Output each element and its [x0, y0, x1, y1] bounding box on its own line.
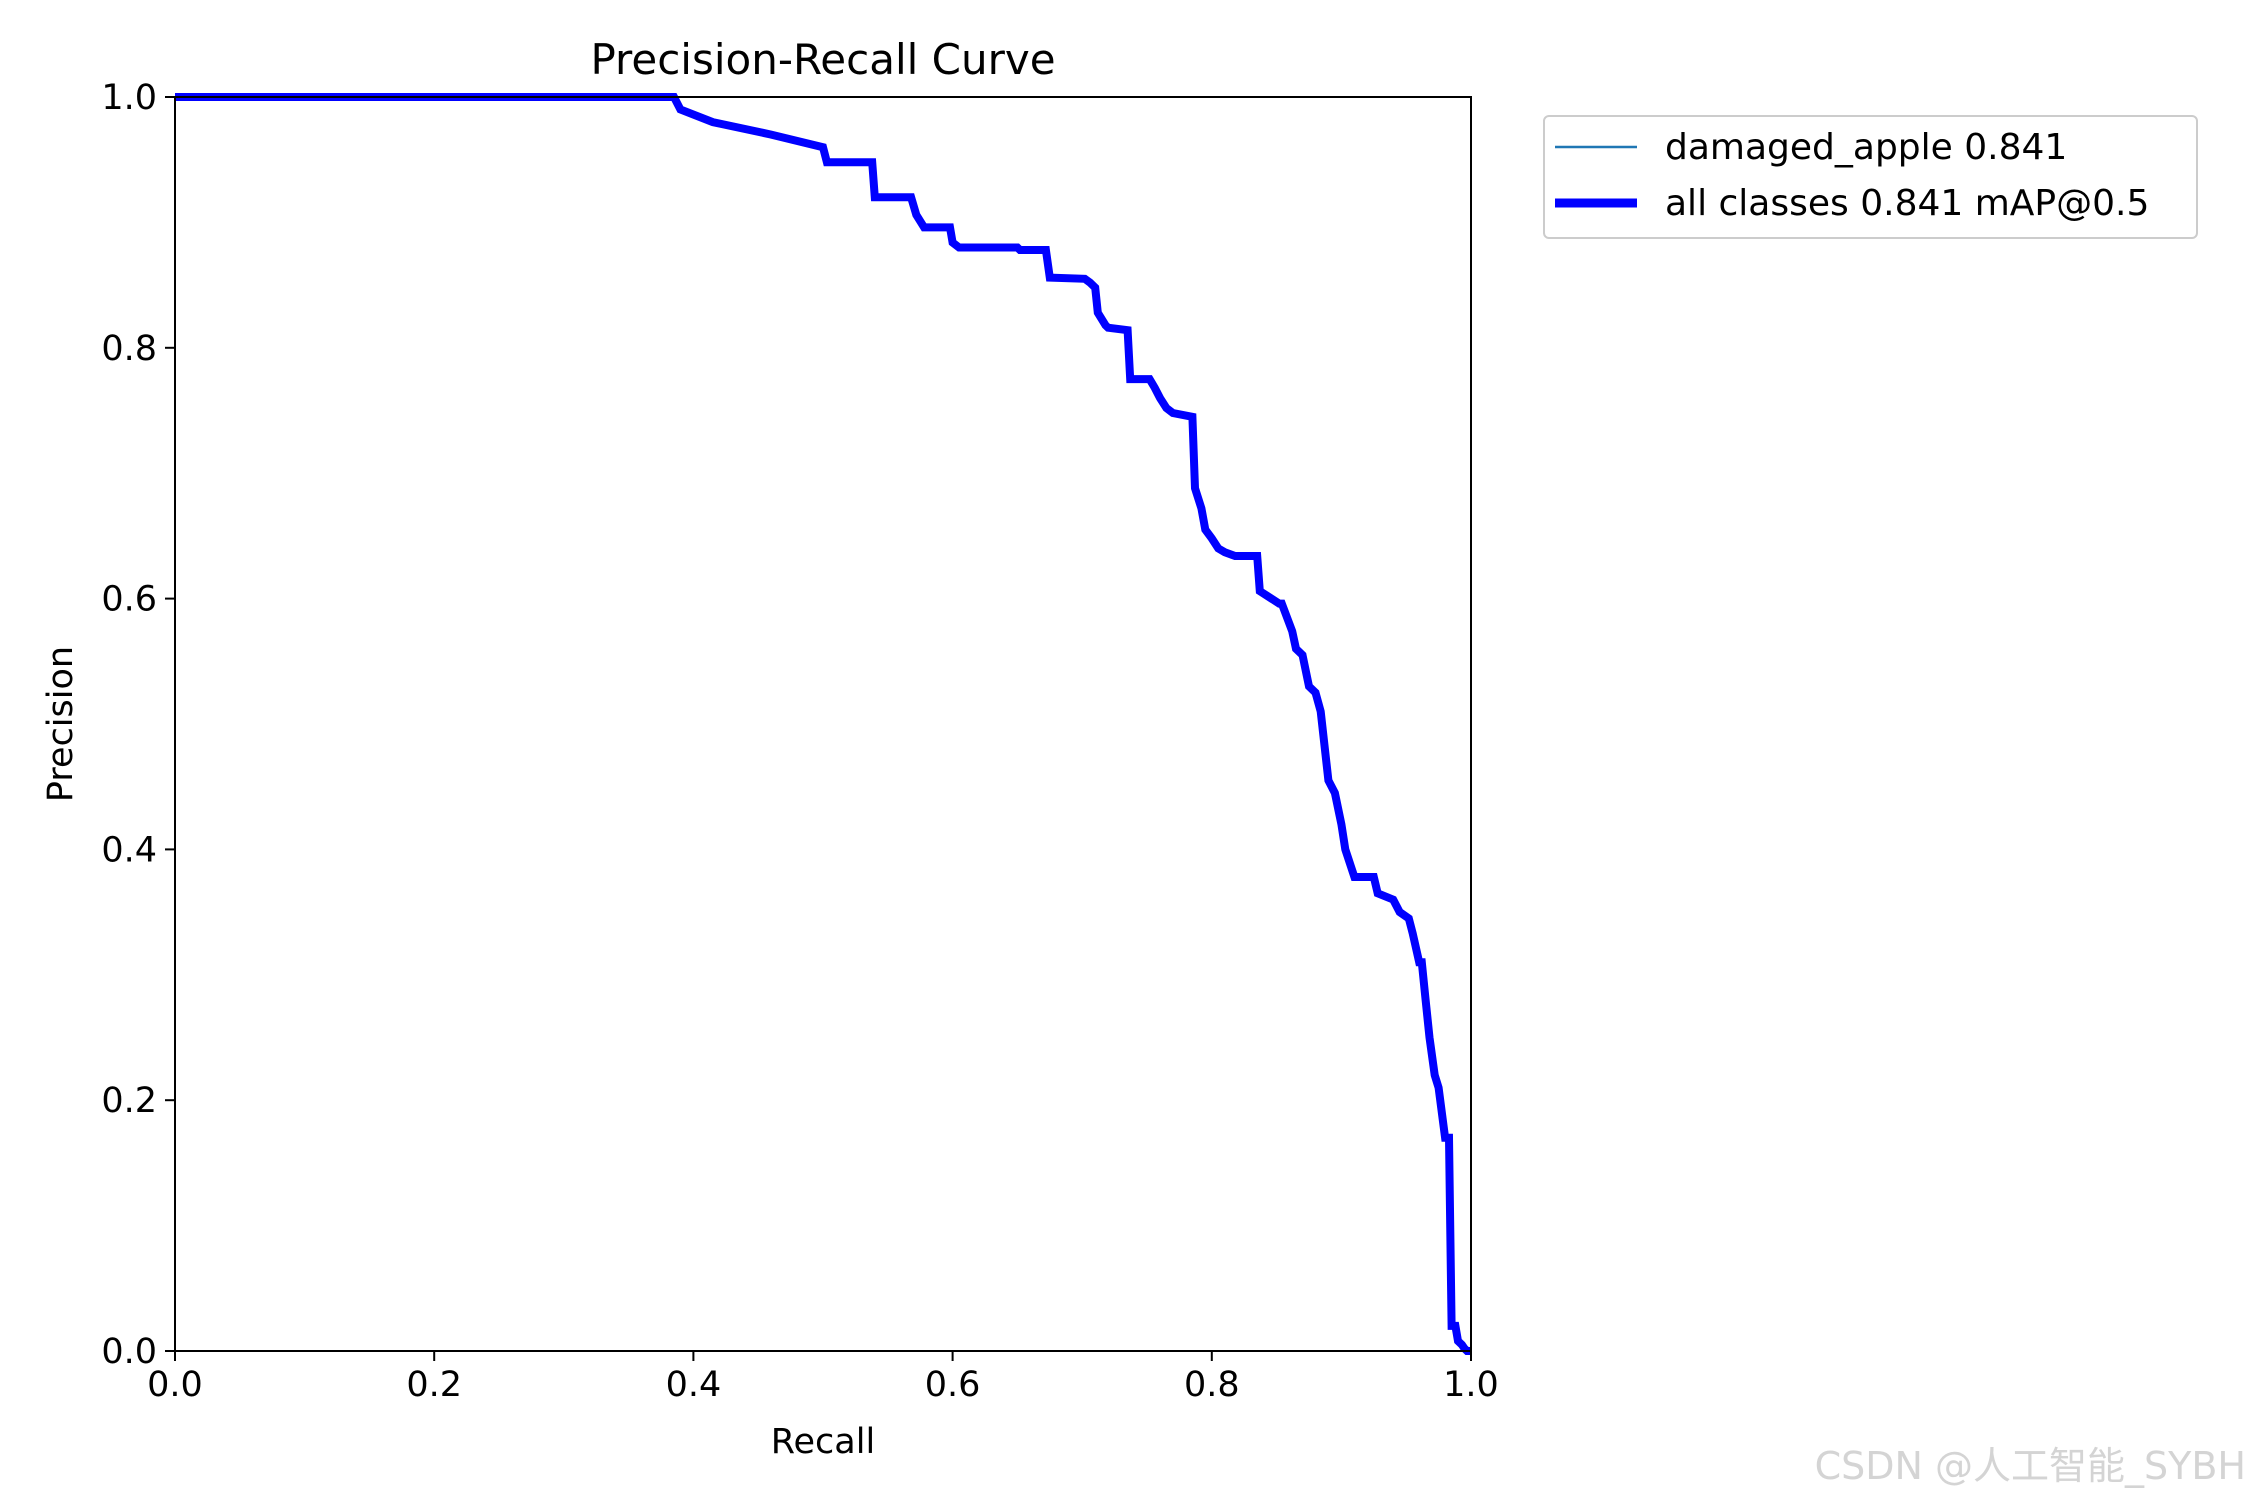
legend-label-all-classes: all classes 0.841 mAP@0.5: [1665, 183, 2149, 224]
y-axis-label: Precision: [41, 646, 81, 802]
chart-title: Precision-Recall Curve: [590, 35, 1055, 84]
x-axis-label: Recall: [771, 1422, 875, 1462]
y-tick-label: 0.6: [101, 580, 157, 620]
x-axis-ticks: 0.0 0.2 0.4 0.6 0.8 1.0: [147, 1351, 1499, 1405]
x-tick-label: 0.8: [1184, 1365, 1240, 1405]
plot-series-group: [175, 93, 1471, 1355]
y-tick-label: 0.2: [101, 1081, 157, 1121]
legend: damaged_apple 0.841 all classes 0.841 mA…: [1543, 115, 2198, 239]
x-tick-label: 0.0: [147, 1365, 203, 1405]
y-tick-label: 1.0: [101, 78, 157, 118]
plot-frame: [174, 96, 1472, 1352]
y-axis-ticks: 0.0 0.2 0.4 0.6 0.8 1.0: [101, 78, 175, 1372]
y-tick-label: 0.4: [101, 830, 157, 870]
x-tick-label: 1.0: [1443, 1365, 1499, 1405]
series-line-all-classes: [175, 93, 1471, 1355]
x-tick-label: 0.2: [406, 1365, 462, 1405]
x-tick-label: 0.4: [666, 1365, 722, 1405]
y-tick-label: 0.0: [101, 1332, 157, 1372]
y-tick-label: 0.8: [101, 329, 157, 369]
legend-box: [1543, 115, 2198, 239]
x-tick-label: 0.6: [925, 1365, 981, 1405]
legend-label-damaged-apple: damaged_apple 0.841: [1665, 127, 2067, 168]
watermark: CSDN @人工智能_SYBH: [1815, 1444, 2246, 1488]
